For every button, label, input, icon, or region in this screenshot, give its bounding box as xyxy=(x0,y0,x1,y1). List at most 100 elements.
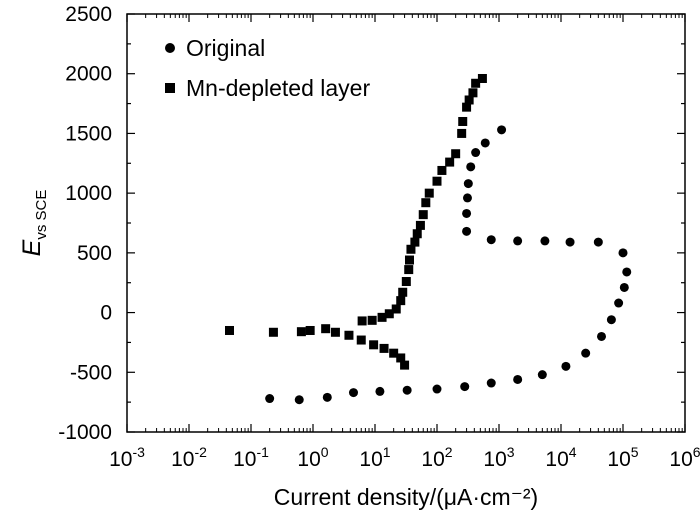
point-mn-depleted xyxy=(305,325,315,335)
point-original xyxy=(486,235,496,245)
x-tick-label: 10-2 xyxy=(171,444,207,471)
point-original xyxy=(322,392,332,402)
legend: Original Mn-depleted layer xyxy=(165,35,370,101)
x-axis-title: Current density/(μA·cm⁻²) xyxy=(274,484,538,510)
x-tick-label: 103 xyxy=(483,444,514,471)
point-original xyxy=(561,361,571,371)
point-mn-depleted xyxy=(462,102,472,112)
point-original xyxy=(402,385,412,395)
point-mn-depleted xyxy=(418,210,428,220)
data-points xyxy=(224,73,632,405)
x-tick-base: 10 xyxy=(421,448,444,471)
x-tick-label: 102 xyxy=(421,444,452,471)
point-mn-depleted xyxy=(424,188,434,198)
point-original xyxy=(462,208,472,218)
point-original xyxy=(348,388,358,398)
point-mn-depleted xyxy=(410,237,420,247)
x-tick-exponent: -3 xyxy=(132,444,145,460)
x-tick-base: 10 xyxy=(171,448,194,471)
point-mn-depleted xyxy=(268,327,278,337)
point-mn-depleted xyxy=(445,157,455,167)
point-mn-depleted xyxy=(369,340,379,350)
x-tick-base: 10 xyxy=(483,448,506,471)
point-mn-depleted xyxy=(457,128,467,138)
y-tick-label: 2500 xyxy=(65,3,112,26)
point-mn-depleted xyxy=(451,149,461,159)
point-mn-depleted xyxy=(400,360,410,370)
legend-marker-original xyxy=(165,43,175,53)
x-tick-base: 10 xyxy=(297,448,320,471)
point-original xyxy=(537,370,547,380)
x-tick-exponent: 0 xyxy=(321,444,329,460)
point-original xyxy=(513,236,523,246)
point-original xyxy=(593,237,603,247)
x-tick-exponent: -1 xyxy=(256,444,269,460)
y-axis-title: Evs SCE xyxy=(18,190,50,257)
point-mn-depleted xyxy=(389,348,399,358)
point-original xyxy=(471,148,481,158)
x-tick-label: 10-3 xyxy=(109,444,145,471)
point-mn-depleted xyxy=(437,165,447,175)
x-tick-base: 10 xyxy=(233,448,256,471)
x-tick-base: 10 xyxy=(669,448,692,471)
x-tick-label: 104 xyxy=(545,444,576,471)
legend-label-mn-depleted: Mn-depleted layer xyxy=(186,75,370,101)
point-original xyxy=(460,382,470,392)
point-original xyxy=(513,374,523,384)
point-mn-depleted xyxy=(398,287,408,297)
point-mn-depleted xyxy=(432,176,442,186)
y-tick-label: 1000 xyxy=(65,182,112,205)
point-original xyxy=(432,384,442,394)
y-axis-tick-labels: -1000 -500 0 500 1000 1500 2000 2500 xyxy=(58,3,112,444)
x-tick-exponent: 2 xyxy=(445,444,453,460)
point-original xyxy=(294,395,304,405)
x-tick-label: 101 xyxy=(359,444,390,471)
x-tick-base: 10 xyxy=(607,448,630,471)
point-mn-depleted xyxy=(296,327,306,337)
y-tick-label: -500 xyxy=(70,361,112,384)
y-axis-title-main: E xyxy=(18,239,46,256)
point-mn-depleted xyxy=(391,304,401,314)
point-original xyxy=(614,298,624,308)
point-mn-depleted xyxy=(404,265,414,275)
point-mn-depleted xyxy=(377,312,387,322)
point-original xyxy=(375,386,385,396)
point-original xyxy=(497,125,507,135)
point-mn-depleted xyxy=(412,229,422,239)
point-original xyxy=(480,138,490,148)
point-mn-depleted xyxy=(379,343,389,353)
point-mn-depleted xyxy=(415,220,425,230)
point-original xyxy=(622,267,632,277)
point-mn-depleted xyxy=(401,277,411,287)
y-tick-label: 500 xyxy=(77,242,112,265)
point-mn-depleted xyxy=(344,330,354,340)
x-tick-exponent: -2 xyxy=(194,444,207,460)
point-original xyxy=(462,226,472,236)
point-original xyxy=(618,248,628,258)
point-mn-depleted xyxy=(471,78,481,88)
point-mn-depleted xyxy=(406,244,416,254)
x-tick-exponent: 1 xyxy=(383,444,391,460)
y-axis-title-subscript: vs SCE xyxy=(33,190,50,240)
point-mn-depleted xyxy=(321,324,331,334)
point-original xyxy=(462,193,472,203)
point-mn-depleted xyxy=(396,296,406,306)
point-original xyxy=(606,315,616,325)
point-original xyxy=(466,162,476,172)
y-tick-label: 2000 xyxy=(65,63,112,86)
x-tick-exponent: 5 xyxy=(631,444,639,460)
y-tick-label: 1500 xyxy=(65,122,112,145)
point-mn-depleted xyxy=(330,327,340,337)
point-mn-depleted xyxy=(421,198,431,208)
x-axis-tick-labels: 10-3 10-2 10-1 100 101 102 103 104 105 106 xyxy=(109,444,700,471)
x-tick-exponent: 4 xyxy=(569,444,577,460)
y-axis-ticks xyxy=(127,13,685,433)
x-tick-exponent: 6 xyxy=(693,444,700,460)
y-tick-label: 0 xyxy=(100,302,112,325)
point-original xyxy=(463,179,473,189)
point-original xyxy=(565,237,575,247)
point-original xyxy=(581,348,591,358)
point-mn-depleted xyxy=(458,116,468,126)
x-axis-ticks xyxy=(126,14,686,432)
